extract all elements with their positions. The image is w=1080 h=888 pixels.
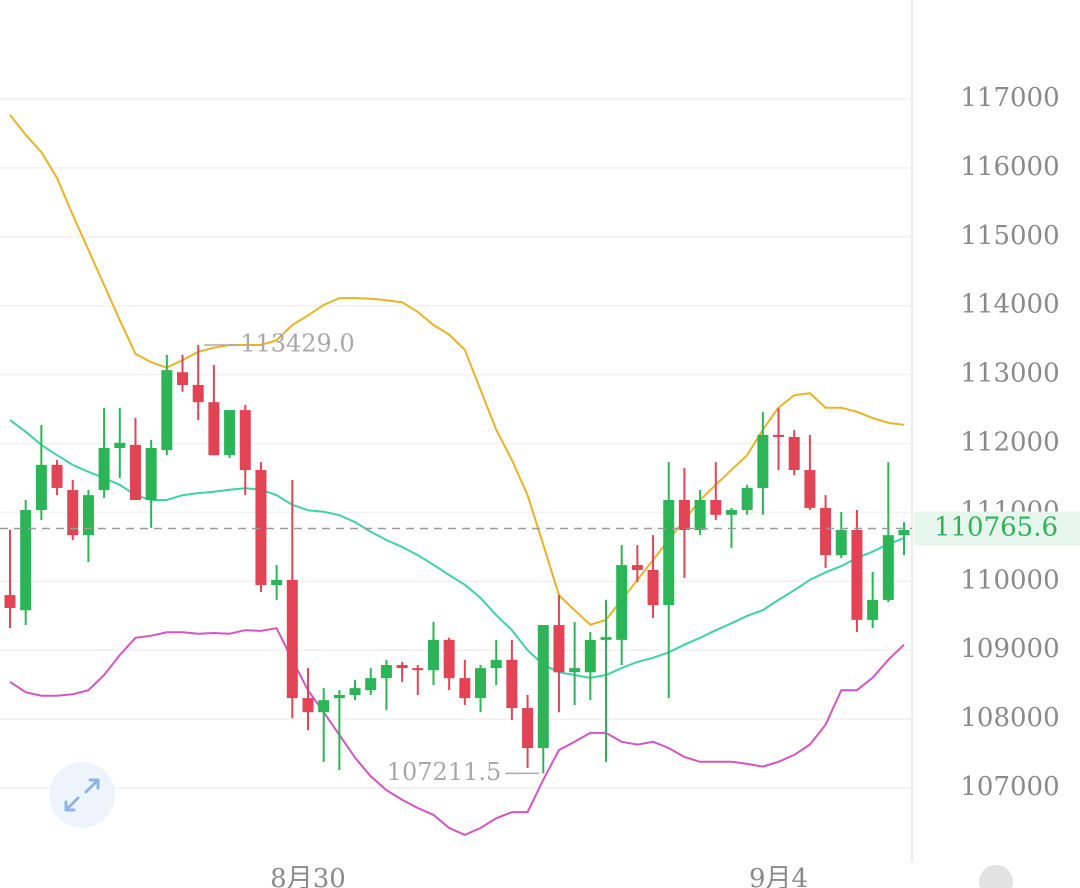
- candle-body: [522, 708, 534, 749]
- y-tick-label: 113000: [960, 359, 1059, 389]
- y-tick-label: 108000: [960, 703, 1059, 733]
- candle-body: [773, 434, 785, 437]
- candle-body: [208, 402, 220, 456]
- candle-body: [161, 370, 173, 451]
- candle-body: [427, 639, 439, 671]
- candle-body: [882, 535, 894, 600]
- candle-body: [192, 384, 204, 403]
- y-tick-label: 117000: [960, 83, 1059, 113]
- band-line: [9, 114, 905, 626]
- x-tick-label: 8月30: [270, 864, 346, 888]
- candle-body: [145, 447, 157, 501]
- candle-body: [678, 500, 690, 530]
- candle-body: [647, 569, 659, 606]
- candle-body: [35, 464, 47, 510]
- last-price-label: 110765.6: [934, 513, 1058, 543]
- y-tick-label: 115000: [960, 221, 1059, 251]
- candle-body: [239, 410, 251, 471]
- candle-body: [757, 434, 769, 488]
- y-tick-label: 116000: [960, 152, 1059, 182]
- expand-button[interactable]: [49, 762, 115, 828]
- expand-icon[interactable]: [64, 778, 100, 812]
- candle-body: [741, 487, 753, 510]
- min-label: 107211.5: [387, 758, 502, 786]
- candle-body: [302, 698, 314, 713]
- y-tick-label: 110000: [960, 565, 1059, 595]
- candle-body: [820, 507, 832, 556]
- candle-body: [333, 694, 345, 699]
- x-tick-label: 9月4: [749, 864, 808, 888]
- candle-body: [804, 470, 816, 508]
- candle-body: [271, 579, 283, 586]
- candle-body: [365, 678, 377, 691]
- candle-body: [459, 678, 471, 699]
- candle-body: [224, 410, 236, 456]
- candle-body: [380, 665, 392, 679]
- candle-body: [4, 595, 16, 608]
- candle-body: [318, 700, 330, 713]
- candle-body: [851, 529, 863, 620]
- candle-body: [537, 625, 549, 749]
- candle-body: [835, 529, 847, 556]
- expand-circle[interactable]: [49, 762, 115, 828]
- candle-body: [506, 659, 518, 709]
- candle-body: [67, 490, 79, 536]
- y-tick-label: 107000: [960, 772, 1059, 802]
- y-tick-label: 109000: [960, 634, 1059, 664]
- candle-body: [20, 509, 32, 611]
- candle-body: [569, 668, 581, 673]
- candle-body: [114, 442, 126, 448]
- candle-body: [663, 500, 675, 606]
- y-tick-label: 114000: [960, 290, 1059, 320]
- candle-body: [725, 509, 737, 515]
- band-line: [9, 419, 905, 679]
- candle-body: [443, 639, 455, 679]
- candle-body: [286, 579, 298, 699]
- candle-body: [710, 500, 722, 515]
- candle-body: [255, 470, 267, 586]
- candle-body: [98, 447, 110, 491]
- candle-body: [490, 659, 502, 669]
- candle-body: [177, 372, 189, 385]
- y-tick-label: 112000: [960, 428, 1059, 458]
- candle-body: [616, 565, 628, 640]
- candle-body: [867, 599, 879, 620]
- max-label: 113429.0: [240, 330, 355, 358]
- candle-body: [51, 464, 63, 488]
- candle-body: [396, 665, 408, 669]
- candle-body: [349, 688, 361, 695]
- candle-body: [600, 637, 612, 640]
- candle-body: [129, 444, 141, 501]
- candle-body: [631, 565, 643, 570]
- candle-body: [898, 529, 910, 536]
- candle-body: [694, 500, 706, 530]
- corner-button[interactable]: [979, 865, 1013, 888]
- band-line: [9, 627, 905, 836]
- candle-body: [475, 668, 487, 699]
- candle-body: [788, 436, 800, 471]
- candle-body: [584, 639, 596, 673]
- candle-body: [412, 668, 424, 671]
- grid: [0, 98, 912, 789]
- candle-body: [553, 625, 565, 673]
- candle-body: [82, 495, 94, 536]
- last-price-box: [914, 511, 1080, 546]
